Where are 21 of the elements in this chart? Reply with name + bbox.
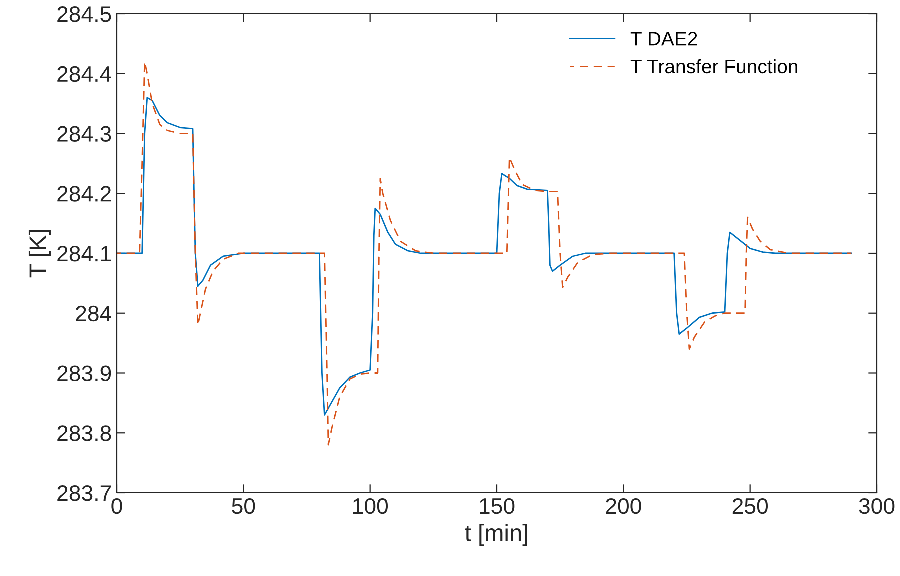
legend-label: T Transfer Function — [630, 59, 798, 74]
y-tick-label: 284.3 — [58, 126, 112, 142]
y-tick-label: 283.8 — [58, 426, 112, 442]
x-tick-label: 100 — [353, 498, 388, 514]
y-tick-label: 284.5 — [58, 6, 112, 22]
x-tick-label: 300 — [859, 498, 895, 514]
x-tick-label: 250 — [732, 498, 768, 514]
x-tick-label: 0 — [112, 498, 122, 514]
y-tick-label: 284.2 — [58, 186, 112, 202]
line-series — [117, 61, 852, 446]
x-tick-label: 200 — [606, 498, 642, 514]
y-tick-label: 284.1 — [58, 246, 112, 262]
y-axis-title: T [K] — [28, 230, 51, 278]
x-tick-label: 50 — [232, 498, 256, 514]
x-axis-title: t [min] — [465, 524, 528, 546]
legend-label: T DAE2 — [630, 32, 698, 46]
y-tick-label: 284.4 — [58, 66, 112, 82]
x-tick-label: 150 — [480, 498, 515, 514]
y-tick-label: 284 — [76, 306, 112, 322]
y-tick-label: 283.9 — [58, 366, 112, 382]
y-tick-label: 283.7 — [58, 486, 112, 502]
